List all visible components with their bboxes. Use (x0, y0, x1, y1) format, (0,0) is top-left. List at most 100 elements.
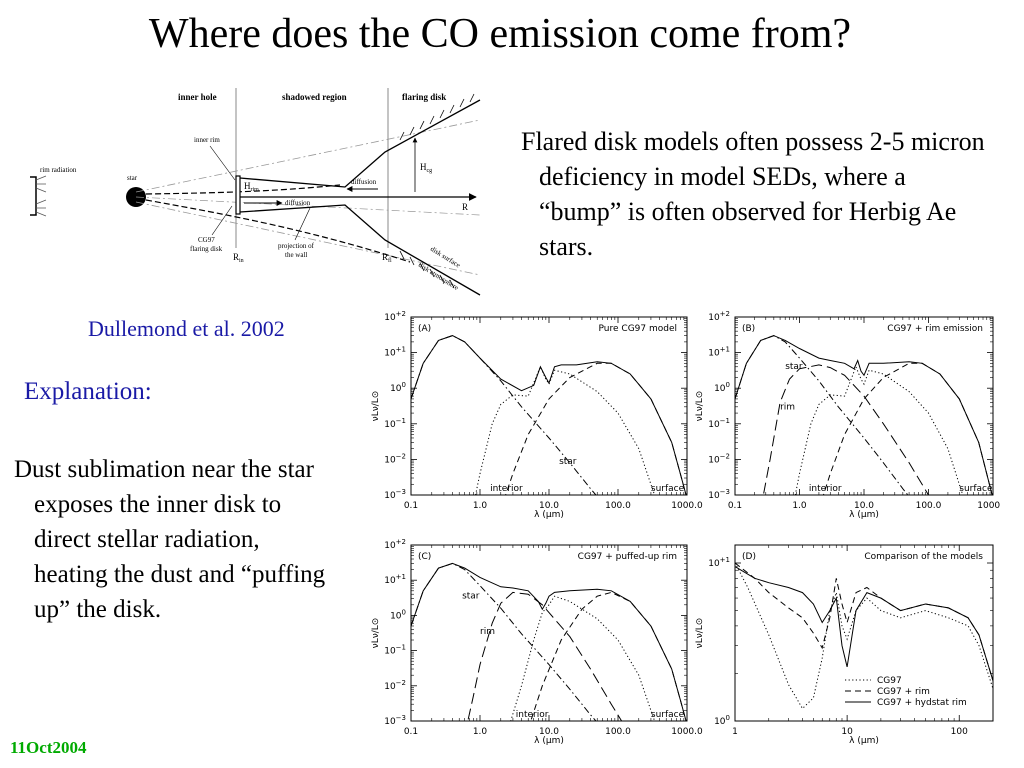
sed-panel: 0.1 1.0 10.0 100.0 1000.0 10−3 10−2 10−1 100 10+1… (695, 310, 1001, 520)
y-tick-label: 100 (714, 714, 730, 727)
cg97-leader (211, 205, 233, 236)
x-tick-label: 1000.0 (671, 501, 703, 511)
curve-label: interior (516, 710, 549, 720)
y-tick-label: 10−1 (384, 417, 406, 430)
x-tick-label: 100 (951, 727, 968, 737)
curve-label: surface (959, 484, 993, 494)
cg97-label-2: flaring disk (190, 245, 223, 253)
y-axis-label: νLν/L⊙ (371, 618, 381, 649)
panel-title: Comparison of the models (864, 552, 983, 562)
x-tick-label: 1000.0 (671, 727, 703, 737)
cg97-label-1: CG97 (198, 236, 215, 244)
x-tick-label: 100.0 (916, 501, 942, 511)
x-tick-label: 0.1 (404, 501, 418, 511)
slide-title: Where does the CO emission come from? (148, 11, 852, 57)
diffusion-label-2: diffusion (351, 178, 377, 186)
rim-radiation-arrows (35, 175, 47, 217)
x-axis-label: λ (μm) (534, 510, 564, 520)
y-tick-label: 10−2 (384, 679, 406, 692)
curve-label: star (462, 592, 480, 602)
y-tick-label: 10+2 (384, 310, 406, 323)
inner-rim-wall (235, 175, 241, 215)
rim-radiation-label: rim radiation (40, 166, 77, 174)
r-fl-label: Rfl (382, 252, 392, 264)
projection-leader (294, 207, 311, 241)
x-tick-label: 0.1 (728, 501, 742, 511)
series-line (530, 591, 687, 721)
disk-schematic: inner hole shadowed region flaring disk … (30, 88, 481, 296)
y-tick-label: 100 (390, 608, 406, 621)
curve-label: rim (480, 627, 495, 637)
x-tick-label: 0.1 (404, 727, 418, 737)
flaring-hatch (399, 93, 475, 289)
panel-letter: (A) (418, 324, 431, 334)
legend-label: CG97 (877, 676, 902, 686)
y-tick-label: 10+2 (708, 310, 730, 323)
plot-frame (410, 544, 688, 722)
x-tick-label: 10.0 (539, 727, 559, 737)
explanation-paragraph: Dust sublimation near the star exposes t… (14, 456, 326, 623)
x-tick-label: 100.0 (605, 501, 631, 511)
r-axis-label: R (462, 202, 468, 212)
h-rim-label: Hrim (244, 181, 259, 193)
y-tick-label: 10+1 (708, 346, 730, 359)
y-tick-label: 10−3 (708, 488, 730, 501)
disk-surface-label: disk surface (429, 245, 462, 270)
x-axis-label: λ (μm) (534, 736, 564, 746)
series-line (735, 562, 993, 710)
description-paragraph: Flared disk models often possess 2-5 mic… (521, 127, 985, 261)
cg97-disk-upper (145, 184, 341, 195)
y-tick-label: 10+2 (384, 538, 406, 551)
x-tick-label: 10.0 (539, 501, 559, 511)
panel-letter: (D) (742, 552, 756, 562)
legend-label: CG97 + hydstat rim (877, 698, 967, 708)
cg97-disk-lower (145, 199, 411, 263)
ray-lower (135, 201, 481, 276)
x-tick-label: 100.0 (605, 727, 631, 737)
series-line (735, 335, 993, 495)
panel-title: CG97 + rim emission (887, 324, 983, 334)
y-tick-label: 10+1 (384, 573, 406, 586)
projection-label-1: projection of (278, 242, 315, 250)
series-line (411, 335, 687, 495)
x-axis-label: λ (μm) (849, 510, 879, 520)
ray-rim (135, 196, 481, 216)
inner-rim-leader (209, 145, 236, 181)
curve-label: interior (490, 484, 523, 494)
panel-letter: (C) (418, 552, 431, 562)
rim-radiation-bracket (30, 176, 37, 216)
y-tick-label: 10−3 (384, 488, 406, 501)
x-tick-label: 10 (841, 727, 853, 737)
diffusion-label-1: diffusion (285, 199, 311, 207)
curve-label: rim (780, 403, 795, 413)
x-tick-label: 1.0 (473, 501, 488, 511)
panel-title: CG97 + puffed-up rim (578, 552, 677, 562)
curve-label: interior (809, 484, 842, 494)
disk-lower-surface (239, 204, 481, 296)
series-line (510, 595, 656, 721)
x-tick-label: 1000.0 (977, 501, 1001, 511)
series-line (735, 335, 909, 495)
y-tick-label: 10−2 (708, 452, 730, 465)
region-label-shadowed: shadowed region (282, 92, 347, 102)
series-line (735, 566, 993, 681)
sed-panel: 0.1 1.0 10.0 100.0 1000.0 10−3 10−2 10−1 100 10+1… (371, 538, 703, 746)
legend-label: CG97 + rim (877, 687, 930, 697)
plot-frame (734, 544, 994, 722)
citation: Dullemond et al. 2002 (88, 316, 285, 341)
r-in-label: Rin (233, 252, 244, 264)
x-tick-label: 10.0 (854, 501, 874, 511)
x-tick-label: 1.0 (792, 501, 807, 511)
series-line (467, 591, 623, 721)
x-tick-label: 1 (732, 727, 738, 737)
series-line (411, 335, 597, 495)
y-axis-label: νLν/L⊙ (695, 618, 705, 649)
sed-plots: 0.1 1.0 10.0 100.0 1000.0 10−3 10−2 10−1 100 10+1… (371, 310, 1001, 746)
y-tick-label: 10−2 (384, 452, 406, 465)
inner-rim-label: inner rim (194, 136, 220, 144)
projection-label-2: the wall (285, 251, 307, 259)
series-line (475, 365, 656, 495)
series-line (794, 365, 964, 495)
x-axis-label: λ (μm) (849, 736, 879, 746)
curve-label: star (559, 457, 577, 467)
